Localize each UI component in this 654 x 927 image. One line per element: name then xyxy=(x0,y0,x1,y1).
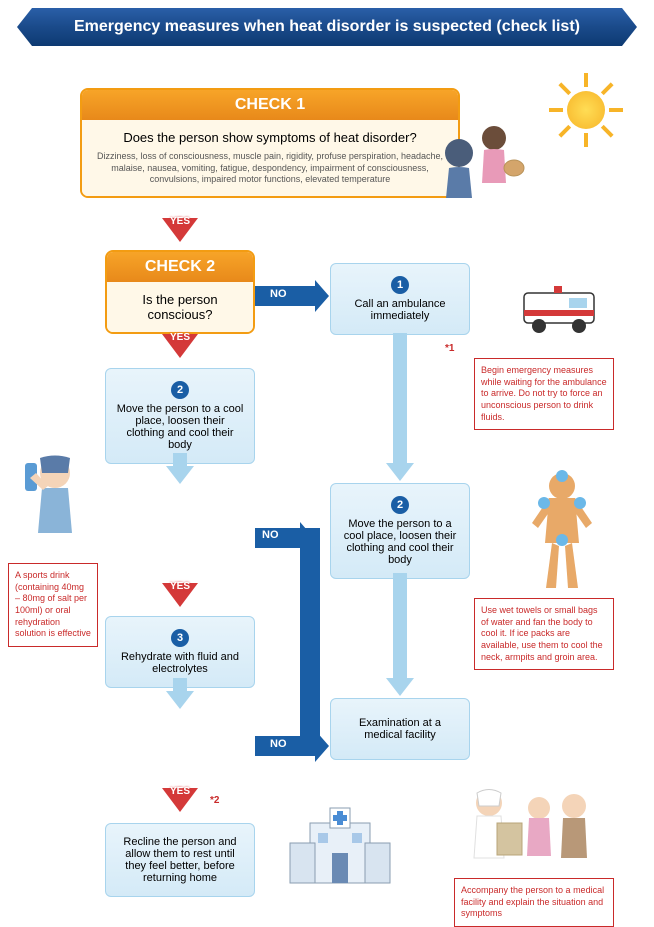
hospital-illustration xyxy=(280,798,400,898)
no-vertical-line xyxy=(300,528,320,746)
note3-box: A sports drink (containing 40mg – 80mg o… xyxy=(8,563,98,647)
flow-arrow-2 xyxy=(166,466,194,484)
badge-2: 2 xyxy=(171,381,189,399)
action-cool-right: 2 Move the person to a cool place, loose… xyxy=(330,483,470,579)
ambulance-illustration xyxy=(514,278,614,338)
badge-2b: 2 xyxy=(391,496,409,514)
check2-question: Is the person conscious? xyxy=(107,282,253,332)
check1-symptoms: Dizziness, loss of consciousness, muscle… xyxy=(92,151,448,186)
exam-text: Examination at a medical facility xyxy=(341,717,459,741)
flow-arrow-3 xyxy=(166,691,194,709)
note2-marker: *2 xyxy=(210,795,219,806)
action-examination: Examination at a medical facility xyxy=(330,698,470,760)
no-label-4: NO xyxy=(270,738,287,750)
yes-label-1: YES xyxy=(170,216,190,227)
action-recline: Recline the person and allow them to res… xyxy=(105,823,255,897)
note4-box: Accompany the person to a medical facili… xyxy=(454,878,614,927)
drinking-illustration xyxy=(10,448,95,548)
flow-line-4 xyxy=(393,573,407,678)
action3-text: Rehydrate with fluid and electrolytes xyxy=(116,651,244,675)
note2-box: Use wet towels or small bags of water an… xyxy=(474,598,614,670)
check1-header: CHECK 1 xyxy=(82,90,458,120)
no-label-2: NO xyxy=(270,288,287,300)
action-cool-left: 2 Move the person to a cool place, loose… xyxy=(105,368,255,464)
badge-3: 3 xyxy=(171,629,189,647)
page-title-banner: Emergency measures when heat disorder is… xyxy=(17,8,637,46)
check1-box: CHECK 1 Does the person show symptoms of… xyxy=(80,88,460,198)
check2-header: CHECK 2 xyxy=(107,252,253,282)
flow-arrow-1 xyxy=(386,463,414,481)
no-label-3: NO xyxy=(262,529,279,541)
action2b-text: Move the person to a cool place, loosen … xyxy=(341,518,459,566)
yes-label-4: YES xyxy=(170,786,190,797)
recline-text: Recline the person and allow them to res… xyxy=(116,836,244,884)
check1-question: Does the person show symptoms of heat di… xyxy=(92,130,448,145)
yes-label-2: YES xyxy=(170,332,190,343)
note1-box: Begin emergency measures while waiting f… xyxy=(474,358,614,430)
action2-text: Move the person to a cool place, loosen … xyxy=(116,403,244,451)
action-call-ambulance: 1 Call an ambulance immediately xyxy=(330,263,470,335)
sick-person-illustration xyxy=(424,118,534,208)
note1-marker: *1 xyxy=(445,343,454,354)
yes-label-3: YES xyxy=(170,581,190,592)
badge-1: 1 xyxy=(391,276,409,294)
nurse-illustration xyxy=(459,778,609,868)
sun-icon xyxy=(549,73,624,148)
body-cooling-illustration xyxy=(514,468,609,598)
flow-arrow-4 xyxy=(386,678,414,696)
check2-box: CHECK 2 Is the person conscious? xyxy=(105,250,255,334)
flow-line-1 xyxy=(393,333,407,463)
action1-text: Call an ambulance immediately xyxy=(341,298,459,322)
